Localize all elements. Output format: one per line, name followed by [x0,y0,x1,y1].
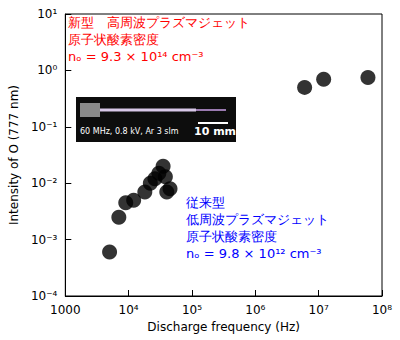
svg-text:新型 高周波プラズマジェット: 新型 高周波プラズマジェット [68,15,250,30]
svg-text:Intensity of O (777 nm): Intensity of O (777 nm) [7,85,21,225]
svg-text:10 mm: 10 mm [194,125,236,138]
svg-text:10⁻¹: 10⁻¹ [31,120,58,134]
svg-text:10⁻²: 10⁻² [31,176,58,190]
svg-text:nₒ = 9.3 × 10¹⁴ cm⁻³: nₒ = 9.3 × 10¹⁴ cm⁻³ [68,49,204,64]
svg-text:10⁴: 10⁴ [119,303,139,317]
svg-text:原子状酸素密度: 原子状酸素密度 [186,229,277,244]
svg-text:低周波プラズマジェット: 低周波プラズマジェット [186,212,329,227]
svg-text:10⁶: 10⁶ [245,303,265,317]
svg-text:10⁻⁴: 10⁻⁴ [31,289,58,303]
svg-text:従来型: 従来型 [186,195,225,210]
svg-text:Discharge frequency (Hz): Discharge frequency (Hz) [147,320,300,334]
svg-text:1000: 1000 [50,303,81,317]
svg-text:10⁸: 10⁸ [372,303,392,317]
svg-text:10⁵: 10⁵ [182,303,202,317]
svg-text:60 MHz, 0.8 kV, Ar 3 slm: 60 MHz, 0.8 kV, Ar 3 slm [80,127,179,136]
svg-text:10¹: 10¹ [37,7,57,21]
svg-text:10⁷: 10⁷ [309,303,329,317]
svg-text:原子状酸素密度: 原子状酸素密度 [68,32,159,47]
svg-text:nₒ = 9.8 × 10¹² cm⁻³: nₒ = 9.8 × 10¹² cm⁻³ [186,246,322,261]
svg-text:10⁰: 10⁰ [37,63,57,77]
svg-text:10⁻³: 10⁻³ [31,233,58,247]
